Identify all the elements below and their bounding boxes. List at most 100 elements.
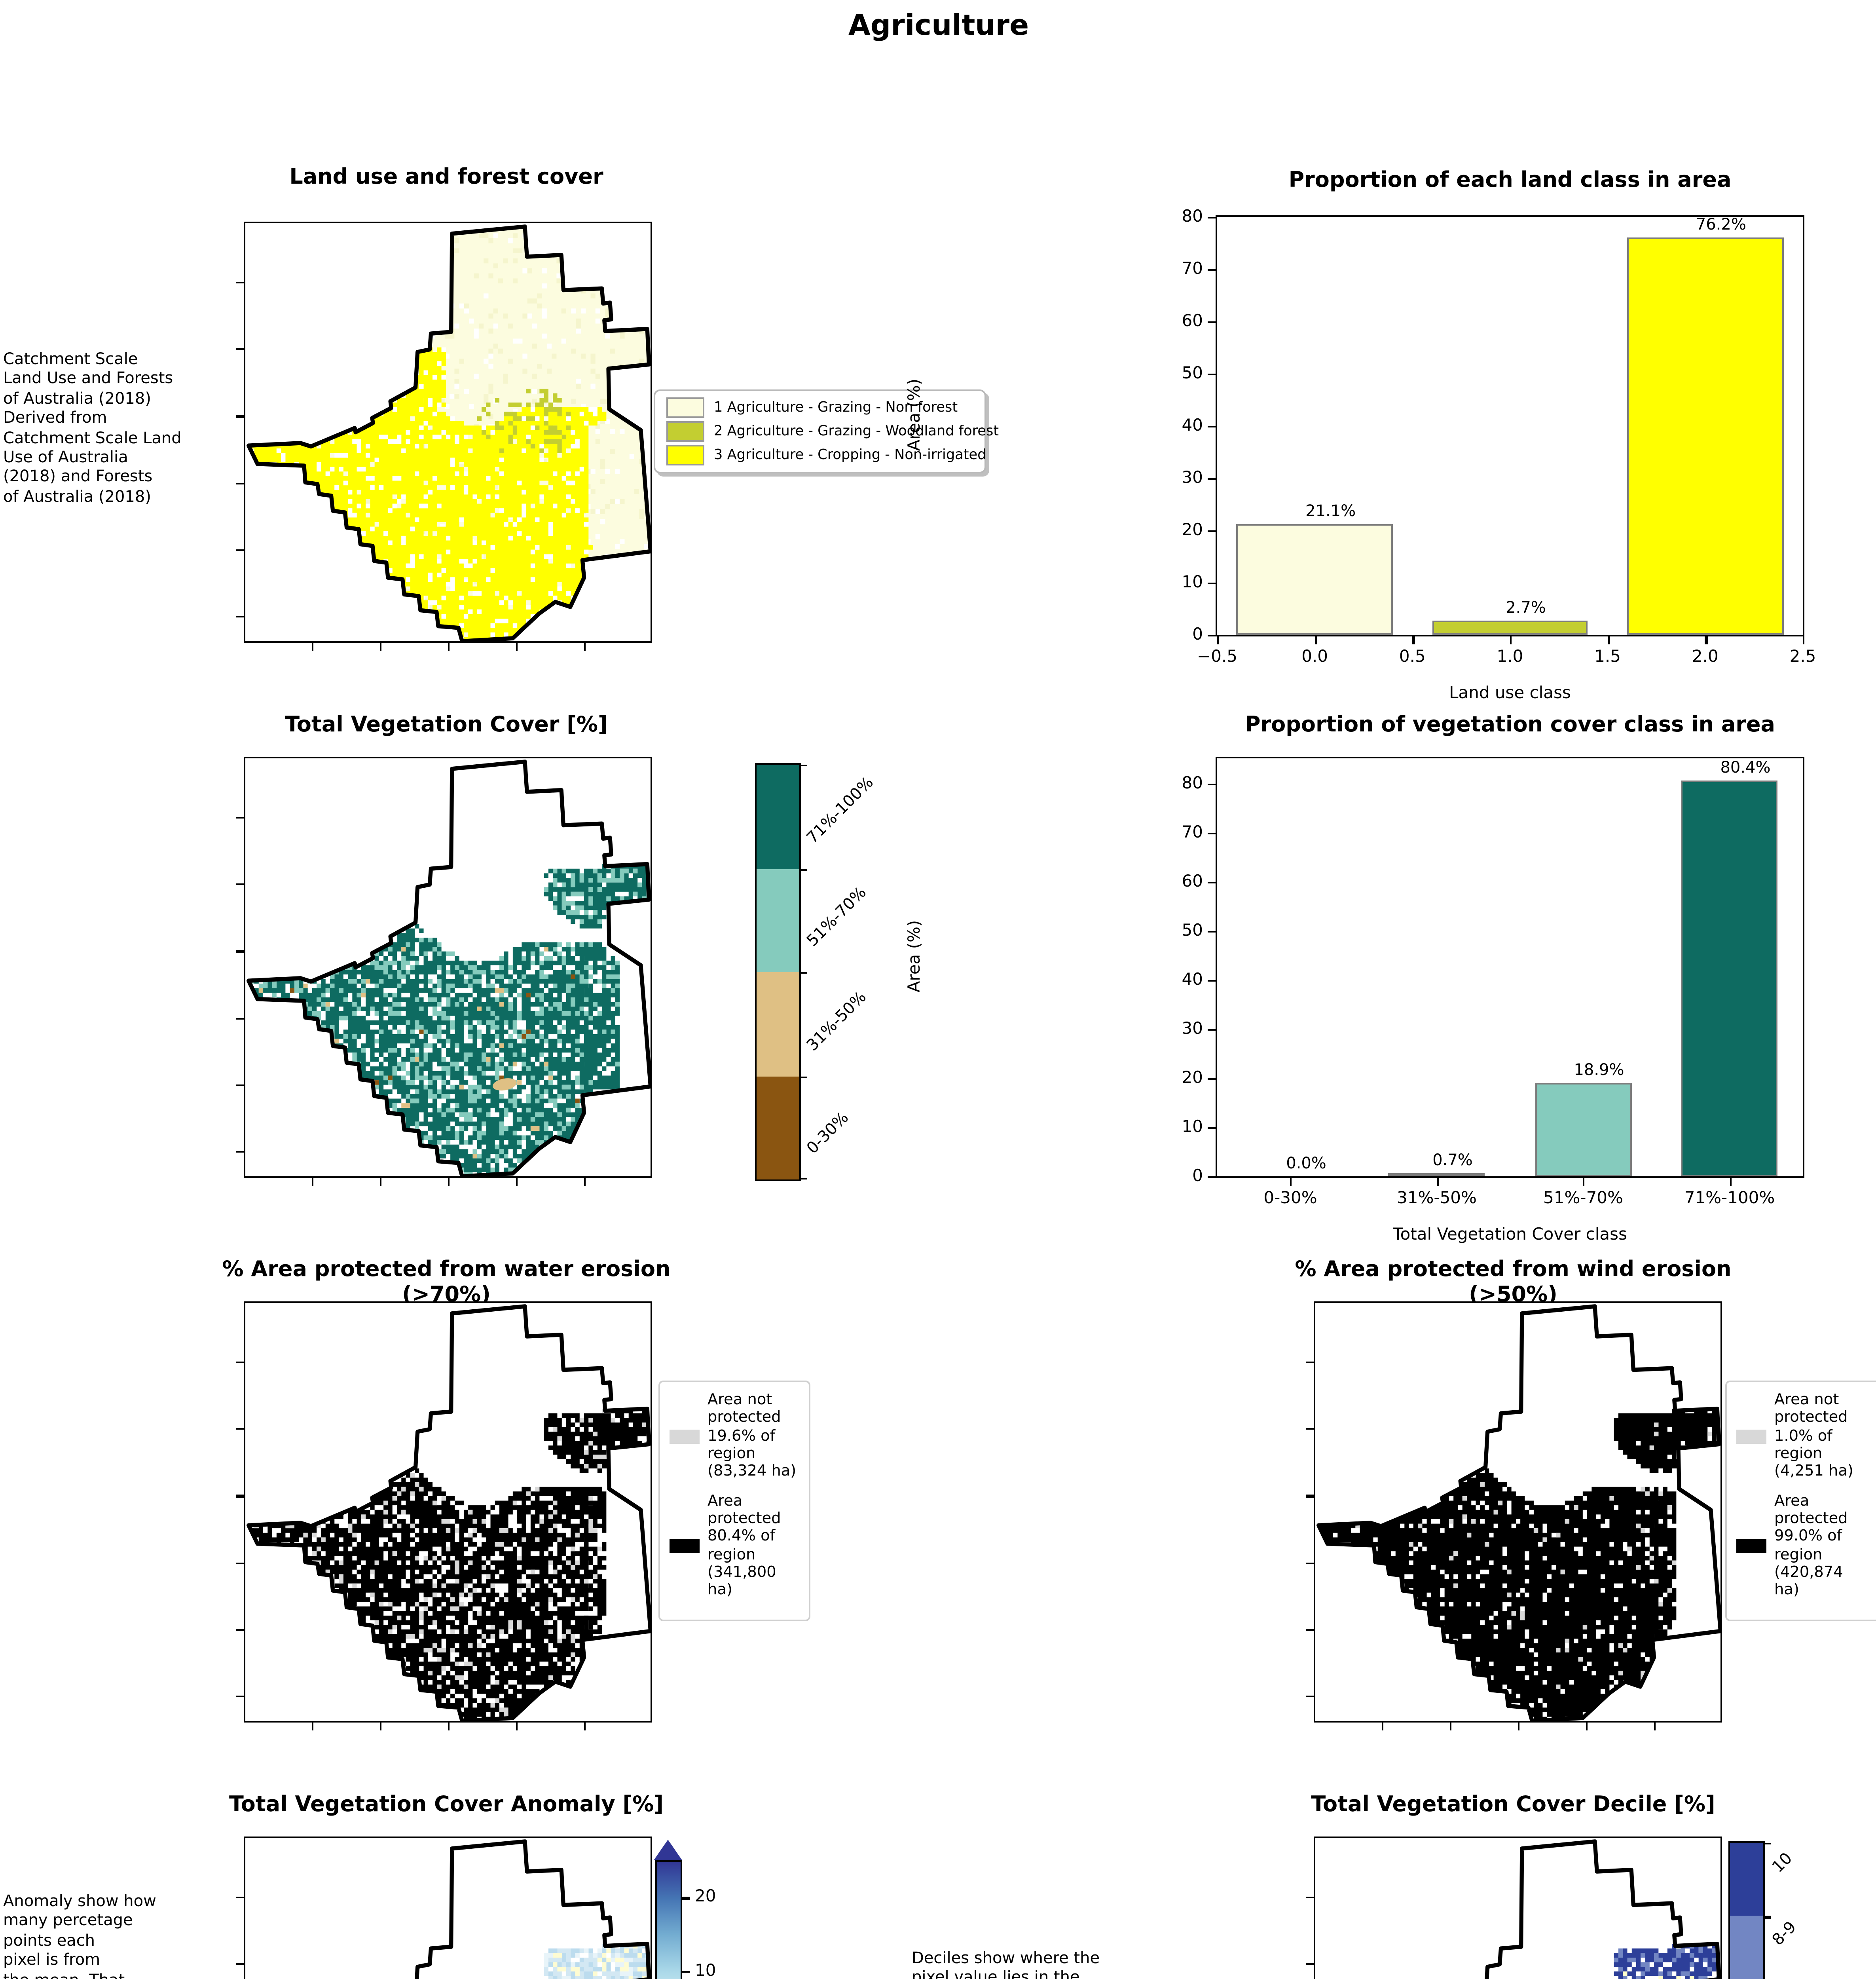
y-tick [1208,635,1217,637]
bar [1237,524,1393,635]
y-tick-label: 10 [1182,573,1203,592]
y-tick-label: 20 [1182,1068,1203,1088]
map-x-tick [312,643,314,651]
map-y-tick [236,1084,244,1086]
y-tick-label: 70 [1182,260,1203,279]
map-y-tick [236,950,244,953]
legend-label: 3 Agriculture - Cropping - Non-irrigated [714,447,986,463]
legend-swatch [666,421,704,442]
map-y-tick [236,1963,244,1966]
y-tick [1208,1176,1217,1178]
legend-label: Area protected 80.4% of region (341,800 … [708,1492,781,1599]
legend-row: 3 Agriculture - Cropping - Non-irrigated [655,443,986,467]
map-x-tick [516,643,518,651]
map-y-tick [236,281,244,284]
map-y-tick [236,1562,244,1564]
x-tick [1290,1176,1292,1186]
colorbar-tick [1763,1843,1771,1845]
bar-value-label: 0.0% [1286,1156,1326,1173]
y-tick [1208,530,1217,532]
bar [1432,621,1588,635]
map-y-tick [236,348,244,351]
y-tick-label: 70 [1182,822,1203,842]
veg-class-chart-xlabel: Total Vegetation Cover class [1393,1225,1627,1244]
x-tick-label: 2.5 [1789,648,1816,667]
colorbar-label: 31%-50% [804,988,871,1055]
legend-swatch [670,1429,700,1444]
colorbar-tick [799,1076,807,1078]
map-x-tick [448,1723,450,1730]
y-tick [1208,881,1217,883]
y-tick [1208,930,1217,933]
y-tick [1208,217,1217,219]
land-class-chart: 0 10 20 30 40 50 60 70 80 −0.5 0.0 0.5 1.0 1.5 2.0 2.5 2… [905,207,1816,703]
map-x-tick [1382,1723,1384,1730]
water-erosion-map [236,1301,652,1730]
x-tick-label: 1.5 [1594,648,1621,667]
x-tick-label: 71%-100% [1684,1189,1775,1208]
colorbar-segment [757,868,799,972]
map-x-tick [1518,1723,1520,1730]
x-tick-label: 1.0 [1497,648,1523,667]
colorbar-tick [799,765,807,767]
y-tick [1208,1127,1217,1129]
legend-label: Area protected 99.0% of region (420,874 … [1774,1492,1848,1599]
map-y-tick [1306,1562,1314,1564]
y-tick [1208,980,1217,982]
vegcover-map-title: Total Vegetation Cover [%] [285,712,608,738]
anomaly-colorbar: 20100−10−20 [653,1840,716,1979]
x-tick [1607,635,1610,644]
legend-row: Area not protected 19.6% of region (83,3… [670,1392,799,1481]
decile-map [1306,1837,1722,1979]
y-tick-label: 0 [1192,1167,1203,1186]
legend-label: 2 Agriculture - Grazing - Woodland fores… [714,424,999,439]
colorbar-label: 8-9 [1770,1919,1800,1951]
bar [1627,237,1783,635]
anomaly-colorbar-tick [682,1971,690,1973]
map-x-tick [312,1723,314,1730]
bar-value-label: 21.1% [1305,504,1356,522]
map-x-tick [312,1178,314,1186]
colorbar-tick [799,868,807,870]
vegcover-colorbar: 71%-100% 51%-70% 31%-50% 0-30% [755,763,878,1181]
page-title: Agriculture [848,9,1029,43]
colorbar-label: 0-30% [804,1110,853,1159]
y-tick [1208,783,1217,785]
y-tick [1208,426,1217,428]
water-erosion-legend: Area not protected 19.6% of region (83,3… [658,1381,810,1622]
y-tick-label: 0 [1192,625,1203,644]
land-class-chart-title: Proportion of each land class in area [1288,168,1732,193]
map-y-tick [236,817,244,819]
x-tick [1510,635,1512,644]
landuse-caption: Catchment Scale Land Use and Forests of … [3,351,182,506]
legend-row: Area not protected 1.0% of region (4,251… [1736,1392,1869,1481]
y-tick [1208,269,1217,271]
map-x-tick [1654,1723,1656,1730]
wind-erosion-legend: Area not protected 1.0% of region (4,251… [1725,1381,1876,1622]
legend-row: 1 Agriculture - Grazing - Non forest [655,396,984,420]
y-tick [1208,478,1217,480]
x-tick-label: 51%-70% [1543,1189,1623,1208]
x-tick-label: 0.5 [1399,648,1426,667]
map-y-tick [236,1495,244,1497]
map-x-tick [1450,1723,1452,1730]
legend-label: Area not protected 19.6% of region (83,3… [708,1392,797,1481]
legend-row: 2 Agriculture - Grazing - Woodland fores… [655,420,999,443]
map-y-tick [1306,1428,1314,1430]
map-y-tick [236,1428,244,1430]
colorbar-label: 51%-70% [804,885,871,951]
map-y-tick [236,883,244,886]
land-class-chart-plot: 0 10 20 30 40 50 60 70 80 −0.5 0.0 0.5 1.0 1.5 2.0 2.5 2… [1182,207,1816,667]
map-x-tick [448,1178,450,1186]
decile-colorbar: 108-94-72-31 [1728,1841,1800,1979]
y-tick-label: 60 [1182,312,1203,331]
land-class-chart-xlabel: Land use class [1449,684,1571,703]
legend-swatch [1736,1539,1766,1553]
legend-row: Area protected 80.4% of region (341,800 … [670,1492,799,1600]
anomaly-colorbar-tick-label: 10 [695,1962,716,1979]
map-y-tick [1306,1696,1314,1698]
map-x-tick [584,643,586,651]
anomaly-colorbar-body [655,1860,682,1979]
y-tick [1208,583,1217,585]
bar [1681,781,1778,1176]
